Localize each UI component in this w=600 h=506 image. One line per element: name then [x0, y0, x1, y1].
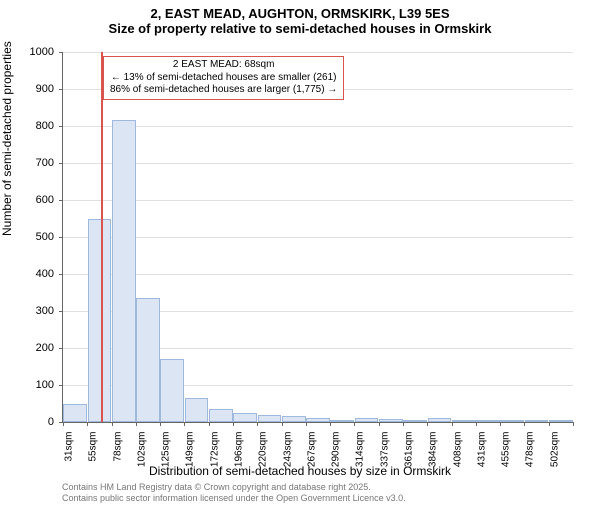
histogram-bar — [525, 420, 549, 422]
histogram-bar — [160, 359, 184, 422]
histogram-bar — [549, 420, 573, 422]
histogram-bar — [379, 419, 403, 422]
footer-line1: Contains HM Land Registry data © Crown c… — [62, 482, 406, 493]
x-axis-label: Distribution of semi-detached houses by … — [0, 464, 600, 478]
y-tick-labels: 01002003004005006007008009001000 — [14, 52, 58, 422]
x-tick-mark — [136, 422, 137, 426]
property-marker-line — [101, 52, 103, 422]
histogram-bar — [452, 420, 476, 422]
histogram-bar — [209, 409, 233, 422]
y-tick-label: 700 — [14, 157, 54, 169]
y-tick-mark — [59, 89, 63, 90]
x-tick-mark — [403, 422, 404, 426]
chart-title-main: 2, EAST MEAD, AUGHTON, ORMSKIRK, L39 5ES — [0, 6, 600, 21]
y-tick-label: 100 — [14, 379, 54, 391]
x-tick-mark — [427, 422, 428, 426]
histogram-bar — [63, 404, 87, 423]
histogram-bar — [476, 420, 500, 422]
histogram-bar — [136, 298, 160, 422]
y-tick-mark — [59, 126, 63, 127]
footer-attribution: Contains HM Land Registry data © Crown c… — [62, 482, 406, 504]
y-tick-label: 800 — [14, 120, 54, 132]
y-tick-label: 200 — [14, 342, 54, 354]
gridline — [63, 237, 573, 238]
y-tick-label: 500 — [14, 231, 54, 243]
histogram-bar — [282, 416, 306, 422]
x-tick-mark — [500, 422, 501, 426]
chart-plot-area: 2 EAST MEAD: 68sqm ← 13% of semi-detache… — [62, 52, 573, 423]
x-tick-mark — [379, 422, 380, 426]
histogram-bar — [355, 418, 379, 422]
histogram-bar — [306, 418, 330, 422]
y-tick-mark — [59, 237, 63, 238]
gridline — [63, 200, 573, 201]
y-tick-label: 1000 — [14, 46, 54, 58]
x-tick-mark — [573, 422, 574, 426]
annotation-line2: ← 13% of semi-detached houses are smalle… — [110, 72, 337, 85]
gridline — [63, 274, 573, 275]
y-axis-label: Number of semi-detached properties — [0, 41, 14, 236]
x-tick-mark — [549, 422, 550, 426]
annotation-line3: 86% of semi-detached houses are larger (… — [110, 84, 337, 97]
y-tick-mark — [59, 348, 63, 349]
x-tick-mark — [233, 422, 234, 426]
gridline — [63, 126, 573, 127]
x-tick-mark — [257, 422, 258, 426]
x-tick-mark — [87, 422, 88, 426]
histogram-bar — [330, 420, 354, 422]
x-tick-mark — [354, 422, 355, 426]
y-tick-label: 0 — [14, 416, 54, 428]
y-tick-label: 900 — [14, 83, 54, 95]
y-tick-mark — [59, 163, 63, 164]
x-tick-mark — [112, 422, 113, 426]
x-tick-mark — [476, 422, 477, 426]
y-tick-mark — [59, 274, 63, 275]
x-tick-mark — [330, 422, 331, 426]
x-tick-mark — [160, 422, 161, 426]
histogram-bar — [112, 120, 136, 422]
histogram-bar — [88, 219, 112, 423]
footer-line2: Contains public sector information licen… — [62, 493, 406, 504]
gridline — [63, 163, 573, 164]
histogram-bar — [428, 418, 452, 422]
y-tick-mark — [59, 311, 63, 312]
x-tick-mark — [63, 422, 64, 426]
y-tick-mark — [59, 385, 63, 386]
x-tick-mark — [209, 422, 210, 426]
histogram-bar — [403, 420, 427, 422]
x-tick-mark — [306, 422, 307, 426]
gridline — [63, 52, 573, 53]
x-tick-mark — [282, 422, 283, 426]
y-tick-mark — [59, 52, 63, 53]
histogram-bar — [233, 413, 257, 422]
x-tick-mark — [452, 422, 453, 426]
y-tick-label: 300 — [14, 305, 54, 317]
y-tick-mark — [59, 200, 63, 201]
histogram-bar — [258, 415, 282, 422]
annotation-box: 2 EAST MEAD: 68sqm ← 13% of semi-detache… — [103, 56, 344, 100]
x-tick-mark — [524, 422, 525, 426]
y-tick-label: 400 — [14, 268, 54, 280]
annotation-line1: 2 EAST MEAD: 68sqm — [110, 59, 337, 72]
histogram-bar — [500, 420, 524, 422]
y-tick-label: 600 — [14, 194, 54, 206]
x-tick-mark — [184, 422, 185, 426]
histogram-bar — [185, 398, 209, 422]
chart-title-sub: Size of property relative to semi-detach… — [0, 21, 600, 36]
